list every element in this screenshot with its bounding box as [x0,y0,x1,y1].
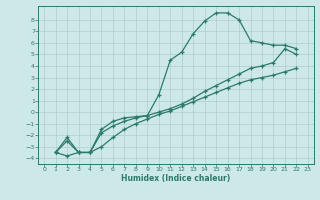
X-axis label: Humidex (Indice chaleur): Humidex (Indice chaleur) [121,174,231,183]
